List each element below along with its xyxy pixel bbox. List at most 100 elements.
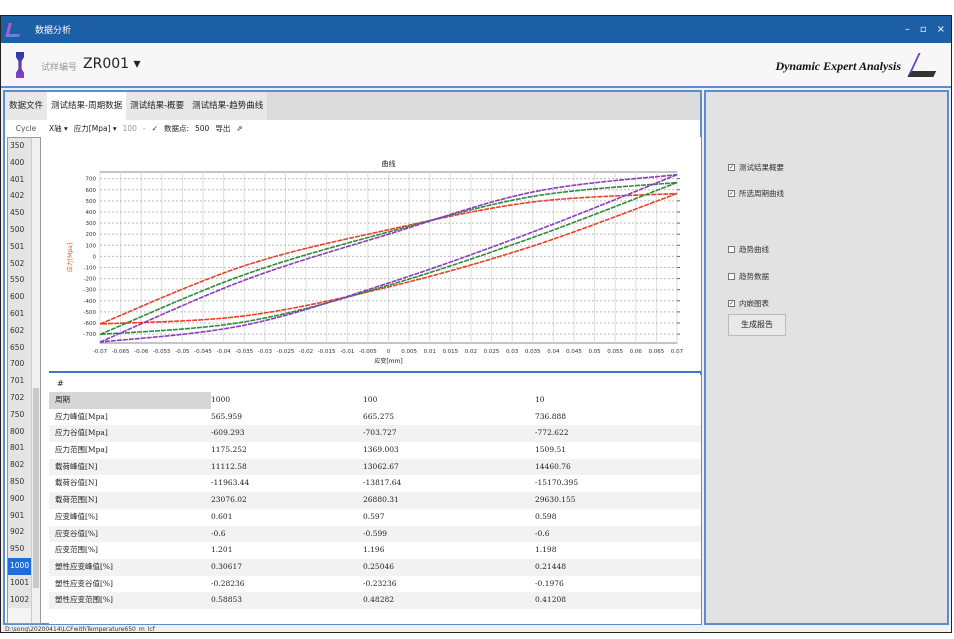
y-tick-label: -600: [84, 321, 97, 327]
cycle-item[interactable]: 901: [8, 507, 33, 525]
x-tick-label: -0.005: [359, 349, 377, 355]
pin-icon[interactable]: ⇗: [236, 124, 243, 133]
cycle-item[interactable]: 801: [8, 440, 33, 458]
tab-summary[interactable]: 测试结果-概要: [126, 92, 189, 120]
cycle-item[interactable]: 502: [8, 255, 33, 273]
y-axis-label: 应力[Mpa]: [66, 243, 74, 272]
series-10-lower-branch: [99, 173, 678, 343]
option-checkbox[interactable]: ✓ 所选周期曲线: [728, 188, 784, 199]
y-tick-label: -700: [84, 332, 97, 338]
checkbox-icon[interactable]: ✓: [728, 164, 735, 171]
x-axis-select[interactable]: X轴 ▾: [49, 124, 68, 133]
x-tick-label: 0.005: [401, 349, 417, 355]
cycle-item[interactable]: 702: [8, 389, 33, 407]
cycle-item[interactable]: 700: [8, 356, 33, 374]
cycle-item[interactable]: 1001: [8, 574, 33, 592]
options-panel: ✓ 测试结果概要 ✓ 所选周期曲线 趋势曲线趋势数据 ✓ 内嵌图表 生成报告: [704, 90, 949, 625]
tab-cycle-data[interactable]: 测试结果-周期数据: [47, 92, 127, 120]
cell-value: -13817.64: [363, 478, 402, 488]
cell-value: 1.201: [211, 545, 233, 555]
cell-value: 1000: [211, 395, 231, 404]
x-tick-label: 0.045: [566, 349, 582, 355]
close-button[interactable]: ×: [936, 24, 945, 35]
cycle-item[interactable]: 701: [8, 373, 33, 390]
cycle-item[interactable]: 450: [8, 205, 33, 222]
cycle-item[interactable]: 650: [8, 339, 33, 357]
points-input[interactable]: 500: [195, 124, 210, 133]
cycle-item[interactable]: 601: [8, 305, 33, 323]
option-label: 内嵌图表: [739, 299, 769, 308]
cycle-list-scrollbar[interactable]: [31, 138, 40, 623]
cycle-item[interactable]: 850: [8, 473, 33, 491]
specimen-select[interactable]: ZR001 ▾: [83, 56, 141, 72]
cycle-item[interactable]: 402: [8, 188, 33, 206]
cycle-item[interactable]: 1000: [8, 557, 33, 575]
x-tick-label: 0.02: [465, 349, 477, 355]
y-tick-label: 700: [86, 177, 97, 183]
x-tick-label: 0.025: [484, 349, 500, 355]
tab-data-file[interactable]: 数据文件: [5, 92, 48, 120]
cell-value: 1.196: [363, 545, 385, 555]
tab-trend-curve[interactable]: 测试结果-趋势曲线: [188, 92, 268, 120]
maximize-button[interactable]: ▫: [919, 24, 927, 35]
cycle-item[interactable]: 800: [8, 423, 33, 441]
cell-value: 1369.003: [363, 445, 399, 455]
cycle-item[interactable]: 401: [8, 171, 33, 189]
cell-value: 29630.155: [535, 495, 576, 505]
table-pin[interactable]: #: [57, 379, 64, 388]
cycle-item[interactable]: 600: [8, 289, 33, 306]
cell-value: 0.58853: [211, 595, 243, 605]
checkbox-icon[interactable]: [728, 273, 735, 280]
y-axis-select[interactable]: 应力[Mpa] ▾: [73, 124, 117, 133]
cycle-item[interactable]: 1002: [8, 591, 33, 609]
row-label: 塑性应变谷值[%]: [55, 578, 113, 588]
cell-value: -11963.44: [211, 478, 250, 488]
results-table: # 周期 1000 100 10 应力峰值[Mpa] 565.959 665.275 736.…: [49, 375, 701, 624]
apply-check-button[interactable]: ✓: [151, 124, 158, 133]
cycle-item[interactable]: 350: [8, 138, 33, 155]
chart-title: 曲线: [382, 159, 396, 168]
header: 试样编号 ZR001 ▾ Dynamic Expert Analysis: [1, 43, 951, 88]
export-button[interactable]: 导出: [215, 124, 231, 133]
cell-value: -15170.395: [535, 478, 579, 488]
option-checkbox[interactable]: 趋势数据: [728, 271, 769, 282]
value-input[interactable]: 100: [122, 124, 137, 133]
cycle-item[interactable]: 501: [8, 238, 33, 256]
cycle-item[interactable]: 500: [8, 221, 33, 239]
option-checkbox[interactable]: ✓ 内嵌图表: [728, 298, 769, 309]
cycle-item[interactable]: 400: [8, 154, 33, 172]
cycle-item[interactable]: 950: [8, 541, 33, 558]
x-tick-label: 0.05: [588, 349, 601, 355]
checkbox-icon[interactable]: [728, 246, 735, 253]
checkbox-icon[interactable]: ✓: [728, 300, 735, 307]
x-tick-label: 0.055: [607, 349, 623, 355]
cycle-header: Cycle: [15, 124, 37, 133]
option-label: 测试结果概要: [739, 163, 784, 172]
x-axis-label: 应变[mm]: [374, 357, 402, 365]
cycle-item[interactable]: 550: [8, 272, 33, 290]
cell-value: -0.1976: [535, 578, 564, 588]
cell-value: 0.21448: [535, 561, 567, 571]
cycle-item[interactable]: 902: [8, 524, 33, 542]
cycle-item[interactable]: 802: [8, 457, 33, 474]
y-tick-label: 600: [86, 188, 97, 194]
cycle-item[interactable]: 602: [8, 322, 33, 340]
option-checkbox[interactable]: 趋势曲线: [728, 244, 769, 255]
status-bar: D:\song\20200414\LCFwithTemperature650_m…: [5, 626, 155, 633]
row-label: 应变峰值[%]: [55, 511, 98, 521]
specimen-icon: [16, 52, 24, 78]
generate-report-button[interactable]: 生成报告: [728, 314, 786, 336]
cell-value: 0.41208: [535, 595, 567, 605]
x-tick-label: -0.07: [93, 349, 108, 355]
minimize-button[interactable]: –: [904, 24, 910, 35]
cycle-list[interactable]: 350 400 401 402 450 500 501 502 550 600 601 602 650 7…: [7, 137, 41, 624]
x-tick-label: -0.055: [153, 349, 171, 355]
cell-value: 565.959: [211, 411, 243, 421]
cycle-item[interactable]: 900: [8, 490, 33, 508]
checkbox-icon[interactable]: ✓: [728, 190, 735, 197]
y-tick-label: -200: [84, 277, 97, 283]
option-checkbox[interactable]: ✓ 测试结果概要: [728, 162, 784, 173]
cycle-item[interactable]: 750: [8, 406, 33, 424]
x-tick-label: -0.04: [217, 349, 232, 355]
row-label: 载荷范围[N]: [55, 495, 98, 505]
